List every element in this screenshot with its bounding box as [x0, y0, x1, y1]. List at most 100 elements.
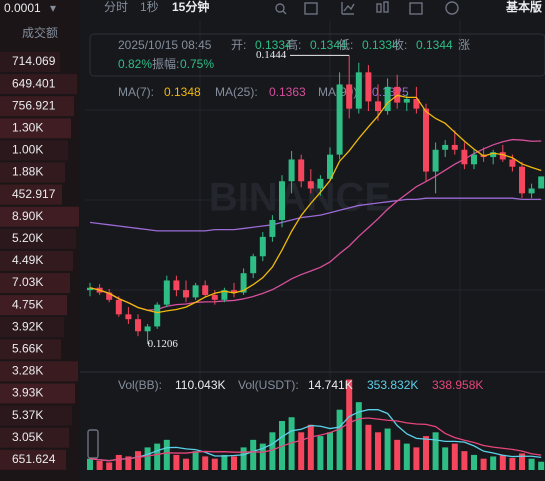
- depth-bg: [0, 383, 75, 404]
- depth-bg: [0, 361, 78, 382]
- candle-body: [528, 188, 535, 194]
- volume-bar: [519, 453, 525, 470]
- candle-body: [403, 98, 410, 103]
- volume-bar: [432, 432, 439, 470]
- volume-bar: [250, 439, 257, 470]
- volume-bar: [96, 460, 103, 470]
- sidebar-value: 5.37K: [12, 408, 43, 422]
- candle-body: [451, 144, 458, 150]
- candle-body: [288, 159, 295, 182]
- info-value: 0.1334: [255, 38, 292, 52]
- info-label: 收:: [392, 38, 407, 52]
- volume-bar: [288, 417, 295, 470]
- candle-body: [461, 149, 468, 165]
- candle-body: [231, 290, 237, 293]
- info-label: 开:: [231, 38, 246, 52]
- volume-bar: [231, 456, 237, 470]
- sidebar-value: 756.921: [12, 98, 56, 112]
- volume-bar: [355, 402, 362, 470]
- volume-label: Vol(BB):: [118, 378, 162, 392]
- candle-body: [423, 108, 429, 172]
- sidebar-bg: [0, 0, 80, 481]
- candle-body: [471, 154, 477, 165]
- depth-bg: [0, 405, 72, 426]
- info-label: 高:: [286, 37, 301, 52]
- volume-bar: [115, 454, 122, 470]
- sidebar-value: 5.20K: [12, 231, 43, 245]
- info-value: 0.82%: [118, 57, 152, 71]
- interval-tab[interactable]: 15分钟: [172, 0, 209, 14]
- watermark: BINANCE: [209, 176, 391, 220]
- annotation: 0.1444: [256, 49, 287, 61]
- volume-bar: [211, 458, 218, 470]
- layout-toggle[interactable]: 基本版: [505, 0, 542, 14]
- candle-body: [163, 280, 170, 305]
- interval-tab[interactable]: 1秒: [140, 0, 159, 14]
- volume-bar: [87, 458, 93, 470]
- sidebar-value: 1.88K: [12, 165, 43, 179]
- candle-body: [327, 154, 333, 179]
- ma-label: MA(7):: [118, 85, 154, 99]
- volume-bar: [365, 424, 372, 470]
- sidebar-value: 3.93K: [12, 386, 43, 400]
- volume-bar: [375, 432, 381, 470]
- info-value: 0.75%: [180, 57, 214, 71]
- ma7-line: [89, 94, 542, 314]
- volume-bar: [423, 436, 429, 470]
- candle-body: [154, 304, 161, 327]
- toolbar-bg: [80, 0, 545, 20]
- volume-bar: [154, 443, 161, 470]
- depth-bg: [0, 162, 65, 183]
- volume-bar: [442, 447, 449, 470]
- info-value: 0.1344: [310, 38, 347, 52]
- candle-body: [269, 219, 276, 237]
- ma-value: 0.1348: [164, 85, 201, 99]
- candle-body: [538, 176, 545, 189]
- volume-value: 353.832K: [367, 378, 418, 392]
- volume-bar: [394, 439, 401, 470]
- volume-bar: [106, 462, 113, 470]
- sidebar-value: 5.66K: [12, 341, 43, 355]
- volume-value: 338.958K: [432, 378, 483, 392]
- candle-body: [125, 314, 132, 320]
- volume-bar: [183, 458, 189, 470]
- sidebar-value: 649.401: [12, 76, 56, 90]
- candle-body: [183, 290, 189, 298]
- depth-bg: [0, 250, 73, 271]
- depth-bg: [0, 96, 74, 117]
- candle-body: [499, 152, 506, 160]
- volume-bar: [509, 457, 516, 470]
- volume-bar: [346, 379, 353, 470]
- precision-select[interactable]: 0.0001: [4, 1, 41, 15]
- volume-ma10: [89, 417, 542, 462]
- annotation: 0.1206: [148, 338, 179, 350]
- interval-tab[interactable]: 分时: [104, 0, 128, 14]
- volume-bar: [528, 458, 535, 470]
- sidebar-value: 4.49K: [12, 253, 43, 267]
- info-time: 2025/10/15 08:45: [118, 38, 212, 52]
- candle-body: [135, 319, 141, 332]
- info-label: 低:: [338, 38, 353, 52]
- volume-bar: [173, 454, 180, 470]
- sidebar-value: 7.03K: [12, 275, 43, 289]
- toolbar-icons[interactable]: [87, 1, 459, 459]
- volume-bar: [307, 424, 314, 470]
- candle-body: [317, 178, 324, 189]
- sidebar-value: 452.917: [12, 187, 56, 201]
- candle-body: [509, 159, 516, 167]
- ma-label: MA(25):: [215, 85, 258, 99]
- candle-body: [221, 290, 228, 300]
- volume-bar: [413, 447, 420, 470]
- sidebar-value: 651.624: [12, 452, 56, 466]
- sidebar-value: 1.00K: [12, 143, 43, 157]
- depth-bg: [0, 295, 67, 316]
- candle-body: [211, 294, 218, 300]
- info-label: 涨: [458, 37, 470, 52]
- candle-body: [375, 101, 381, 112]
- volume-bar: [327, 432, 333, 470]
- dropdown-caret: ▾: [50, 1, 56, 15]
- candle-body: [250, 256, 257, 274]
- candle-body: [259, 236, 266, 257]
- volume-bar: [192, 451, 199, 470]
